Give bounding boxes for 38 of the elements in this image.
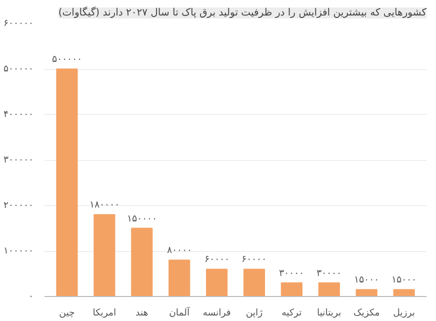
y-tick-label: ۱۰۰۰۰۰ [3,246,34,256]
x-tick-label: بریتانیا [317,308,342,318]
bar [318,282,340,296]
chart-title: کشورهایی که بیشترین افزایش را در ظرفیت تولید برق پاک تا سال ۲۰۲۷ دارند (گیگاوات) [58,6,427,18]
data-label: ۳۰۰۰۰ [316,268,342,279]
bar [168,260,190,296]
y-tick-label: ۲۰۰۰۰۰ [3,200,34,211]
bar [131,228,153,296]
x-tick-label: برزیل [393,308,415,318]
x-tick-label: امریکا [92,308,116,318]
x-tick-label: فرانسه [202,308,231,318]
data-label: ۱۵۰۰۰ [392,276,417,286]
data-label: ۶۰۰۰۰ [242,255,267,266]
y-tick-label: ۳۰۰۰۰۰ [3,154,34,166]
x-tick-label: مکزیک [353,308,380,318]
bar [243,268,266,296]
data-label: ۱۸۰۰۰۰ [89,200,120,211]
data-label: ۱۵۰۰۰ [354,276,380,286]
data-label: ۸۰۰۰۰ [166,246,192,256]
y-tick-label: ۵۰۰۰۰۰ [3,64,34,74]
data-label: ۳۰۰۰۰ [279,268,304,279]
data-label: ۵۰۰۰۰۰ [52,55,82,65]
x-tick-label: ترکیه [282,308,302,318]
y-tick-label: ۶۰۰۰۰۰ [3,18,34,29]
x-tick-label: چین [59,308,76,318]
data-label: ۱۵۰۰۰۰ [126,214,157,224]
bar [94,214,116,296]
bar [206,268,228,296]
bar [356,289,378,296]
x-tick-label: هند [136,308,148,318]
y-tick-label: ۰ [28,291,34,302]
data-label: ۶۰۰۰۰ [204,255,230,266]
bar [280,282,302,296]
y-tick-label: ۴۰۰۰۰۰ [3,109,34,120]
bar [393,289,415,296]
bar [56,68,78,296]
x-tick-label: آلمان [169,306,190,318]
x-tick-label: ژاپن [246,308,264,318]
